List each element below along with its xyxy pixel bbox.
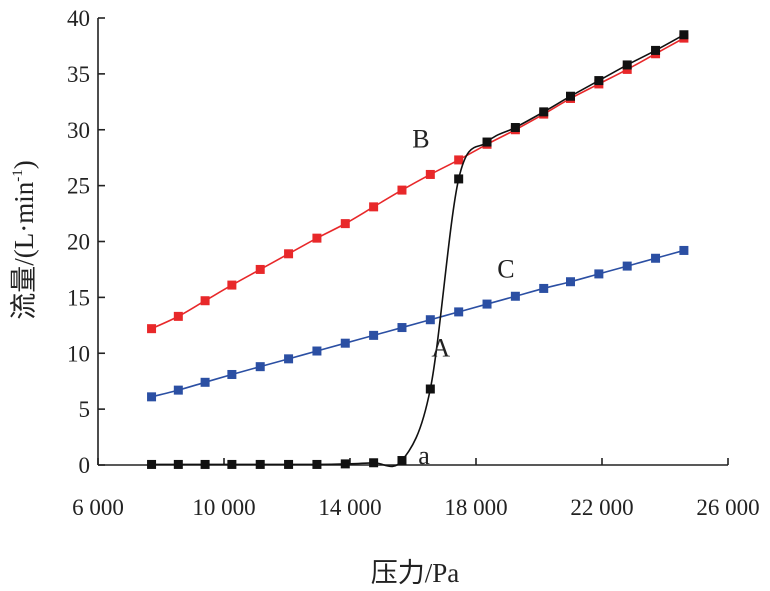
data-point xyxy=(312,233,322,243)
data-point xyxy=(651,45,661,55)
data-point xyxy=(173,311,183,321)
x-tick-label: 14 000 xyxy=(318,495,381,520)
x-axis-title: 压力/Pa xyxy=(371,558,460,588)
series-c xyxy=(147,245,689,402)
axes: 0 5 10 15 20 25 30 35 40 6 000 10 000 14 000 18 000… xyxy=(67,6,760,520)
data-point xyxy=(425,315,435,325)
y-axis-title-superscript: -1 xyxy=(10,169,26,182)
data-point xyxy=(255,362,265,372)
data-point xyxy=(425,169,435,179)
data-point xyxy=(255,459,265,469)
data-point xyxy=(539,283,549,293)
data-point xyxy=(340,338,350,348)
data-point xyxy=(539,107,549,117)
y-tick-label: 15 xyxy=(67,285,90,310)
data-point xyxy=(622,261,632,271)
data-point xyxy=(397,185,407,195)
data-point xyxy=(454,155,464,165)
data-point xyxy=(255,264,265,274)
data-point xyxy=(594,76,604,86)
y-tick-label: 40 xyxy=(67,6,90,31)
data-point xyxy=(651,253,661,263)
x-tick-label: 6 000 xyxy=(72,495,124,520)
x-tick-label: 22 000 xyxy=(570,495,633,520)
data-point xyxy=(482,299,492,309)
data-point xyxy=(284,459,294,469)
series-b xyxy=(147,33,689,334)
y-ticks: 0 5 10 15 20 25 30 35 40 xyxy=(67,6,105,478)
y-tick-label: 5 xyxy=(79,397,91,422)
y-tick-label: 25 xyxy=(67,174,90,199)
data-point xyxy=(510,123,520,133)
data-point xyxy=(340,219,350,229)
series-a-line xyxy=(151,34,685,468)
data-point xyxy=(284,354,294,364)
y-axis-title: 流量/(L·min-1) xyxy=(9,160,39,319)
series-layer xyxy=(147,30,689,469)
data-point xyxy=(397,323,407,333)
data-point xyxy=(482,137,492,147)
data-point xyxy=(284,249,294,259)
data-point xyxy=(200,296,210,306)
y-tick-label: 0 xyxy=(79,453,91,478)
data-point xyxy=(566,91,575,101)
y-axis-title-main: 流量/(L·min xyxy=(9,181,39,319)
data-point xyxy=(622,60,632,70)
data-point xyxy=(173,459,183,469)
y-tick-label: 35 xyxy=(67,62,90,87)
data-point xyxy=(397,456,407,466)
data-point xyxy=(147,459,157,469)
data-point xyxy=(510,291,520,301)
y-tick-label: 30 xyxy=(67,118,90,143)
data-point xyxy=(425,384,435,394)
curve-label-A: A xyxy=(431,334,450,363)
y-axis-title-close: ) xyxy=(9,160,39,169)
data-point xyxy=(454,174,464,184)
data-point xyxy=(369,202,379,212)
x-tick-label: 26 000 xyxy=(696,495,759,520)
data-point xyxy=(200,459,210,469)
data-point xyxy=(454,307,464,317)
data-point xyxy=(200,377,210,387)
data-point xyxy=(340,459,350,469)
data-point xyxy=(566,277,575,287)
data-point xyxy=(227,280,237,290)
annotation-layer: B C Aa xyxy=(412,125,514,470)
data-point xyxy=(312,346,322,356)
data-point xyxy=(227,459,237,469)
data-point xyxy=(173,385,183,395)
x-tick-label: 10 000 xyxy=(192,495,255,520)
data-point xyxy=(227,369,237,379)
data-point xyxy=(312,459,322,469)
x-ticks: 6 000 10 000 14 000 18 000 22 000 26 000 xyxy=(72,458,760,520)
series-a xyxy=(147,30,689,469)
x-tick-label: 18 000 xyxy=(444,495,507,520)
y-tick-label: 10 xyxy=(67,341,90,366)
data-point xyxy=(369,330,379,340)
curve-label-a: a xyxy=(418,441,430,470)
data-point xyxy=(369,458,379,468)
curve-label-B: B xyxy=(412,125,429,154)
data-point xyxy=(594,269,604,279)
curve-label-C: C xyxy=(497,254,514,283)
data-point xyxy=(147,324,157,334)
data-point xyxy=(147,392,157,402)
data-point xyxy=(679,245,689,255)
data-point xyxy=(679,30,689,40)
y-tick-label: 20 xyxy=(67,230,90,255)
